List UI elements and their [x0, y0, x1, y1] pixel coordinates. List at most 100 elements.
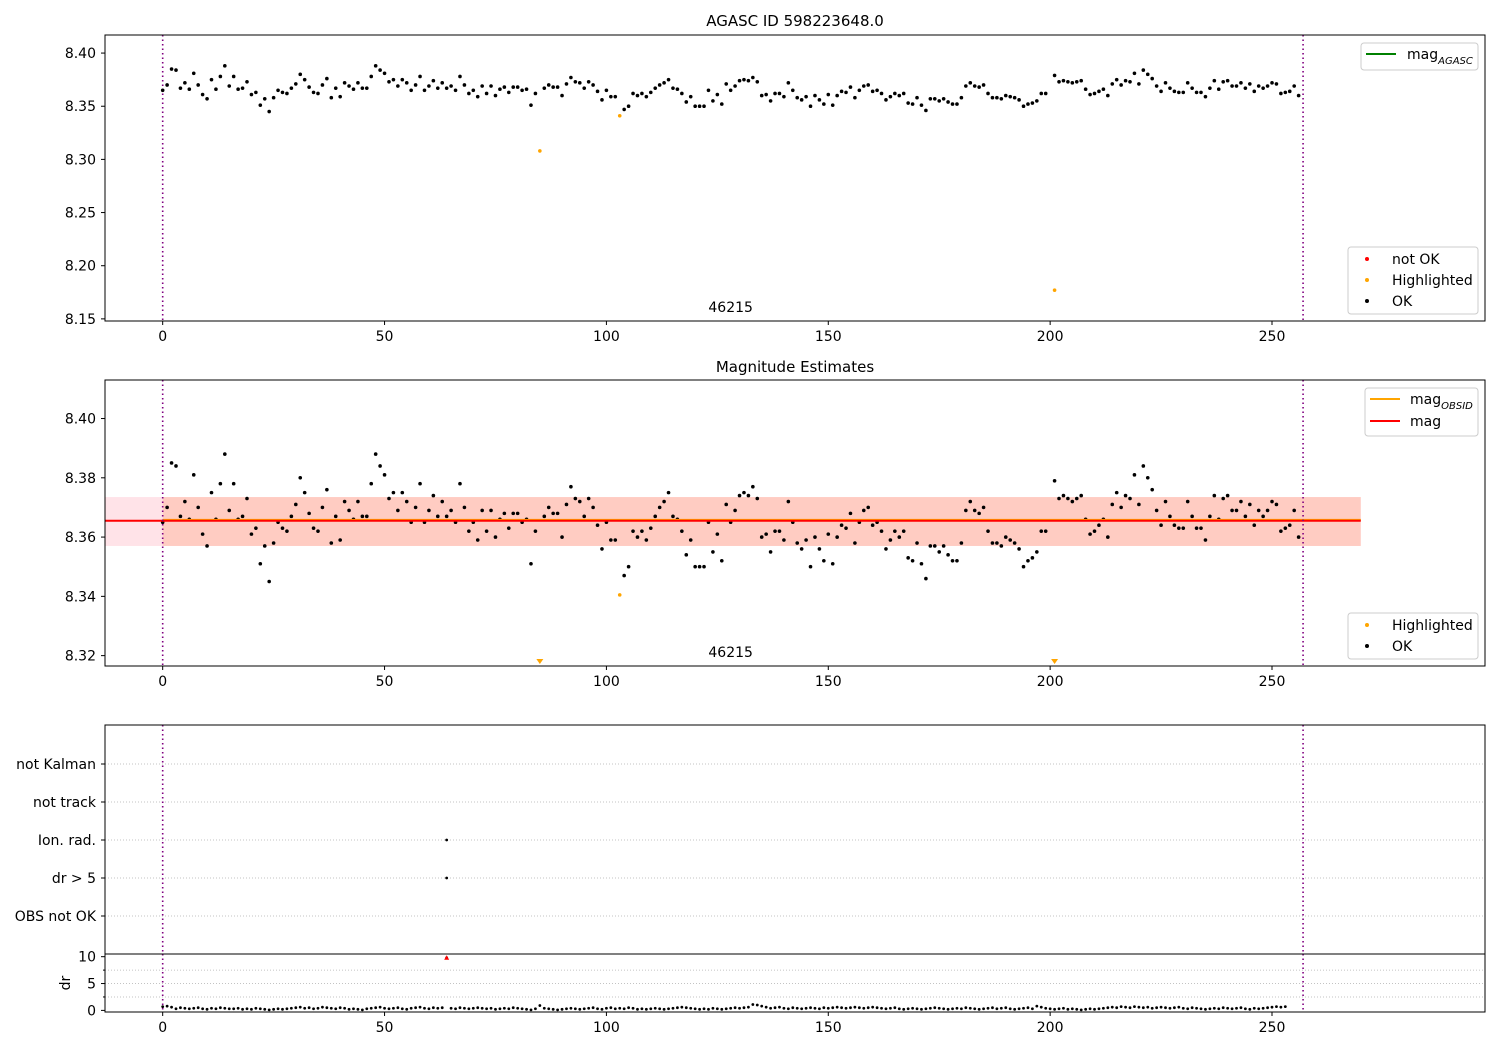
ok-point [613, 94, 618, 99]
dr-point [831, 1006, 835, 1010]
ok-point [333, 86, 338, 90]
ok-point [675, 87, 680, 92]
dr-point [1235, 1006, 1238, 1010]
obsid-annotation: 46215 [708, 300, 753, 316]
dr-point [1199, 1007, 1203, 1011]
ok-point [338, 538, 342, 542]
legend-top [1360, 42, 1479, 71]
ok-point [1203, 538, 1208, 542]
ok-point [254, 526, 258, 530]
flag-category-label: OBS not OK [15, 909, 97, 925]
dr-point [627, 1006, 631, 1010]
ok-point [906, 556, 910, 560]
dr-point [329, 1006, 333, 1010]
ok-point [1043, 91, 1048, 96]
ok-point [1159, 523, 1163, 528]
dr-point [1221, 1006, 1225, 1010]
ok-point [245, 79, 249, 84]
dr-point [312, 1007, 315, 1011]
dr-point [671, 1006, 675, 1010]
ok-point [893, 529, 897, 533]
ok-point [280, 526, 285, 530]
dr-point [241, 1007, 244, 1011]
dr-point [591, 1006, 595, 1010]
ok-point [1061, 78, 1066, 83]
ok-point [644, 94, 649, 99]
ok-point [218, 74, 223, 79]
ok-point [1092, 529, 1097, 533]
ok-point [830, 561, 835, 566]
y-tick-label: 8.25 [65, 206, 96, 222]
ok-point [1159, 89, 1163, 94]
dr-point [844, 1006, 848, 1010]
ok-point [733, 84, 737, 88]
off-scale-marker [1051, 659, 1059, 664]
ok-point [972, 84, 977, 88]
ok-point [879, 91, 884, 96]
ok-point [165, 83, 169, 87]
ok-point [551, 85, 555, 89]
dr-point [622, 1007, 626, 1011]
dr-point [392, 1006, 395, 1010]
ok-point [773, 91, 777, 96]
ok-point [196, 83, 200, 87]
ok-point [369, 481, 374, 486]
ok-point [302, 490, 307, 495]
ok-point [635, 535, 640, 539]
ok-point [1132, 71, 1137, 76]
dr-point [476, 1006, 480, 1010]
dr-point [605, 1006, 608, 1010]
ok-point [191, 71, 196, 76]
ok-point [671, 86, 675, 90]
ok-point [1154, 508, 1159, 513]
ok-point [866, 505, 871, 510]
chart-title: AGASC ID 598223648.0 [706, 12, 884, 30]
ok-point [1106, 535, 1110, 539]
x-tick-label: 0 [158, 1020, 167, 1036]
x-tick-label: 150 [815, 674, 842, 690]
dr-point [1062, 1006, 1065, 1010]
ok-point [1292, 84, 1296, 88]
ok-point [440, 81, 445, 85]
ok-point [1039, 91, 1044, 96]
agasc-panel: AGASC ID 598223648.0 46215 0 50 100 150 200 250… [65, 12, 1486, 345]
dr-point [1159, 1005, 1163, 1009]
dr-point [1279, 1005, 1283, 1009]
ok-point [276, 88, 280, 93]
dr-point [893, 1006, 897, 1010]
ok-point [715, 92, 720, 97]
ok-point [267, 109, 271, 114]
ok-point [848, 511, 853, 516]
y-tick-label: 8.38 [65, 471, 96, 487]
dr-point [578, 1007, 582, 1011]
y-tick-label: 8.34 [65, 589, 96, 605]
ok-point [640, 91, 644, 96]
ok-point [542, 86, 547, 90]
ok-point [1230, 84, 1234, 88]
dr-point [321, 1005, 324, 1009]
ok-point [1292, 508, 1296, 513]
ok-point [316, 91, 320, 96]
dr-point [489, 1006, 493, 1010]
x-tick-label: 100 [593, 674, 620, 690]
dr-point [565, 1007, 568, 1011]
dr-point [1217, 1007, 1221, 1011]
x-tick-label: 250 [1259, 329, 1286, 345]
x-tick-label: 0 [158, 329, 167, 345]
ok-point [1265, 508, 1270, 513]
ok-point [915, 95, 919, 100]
y-tick-label: 8.30 [65, 152, 96, 168]
ok-point [786, 499, 791, 504]
dr-point [1172, 1006, 1176, 1010]
dr-point [680, 1005, 684, 1009]
ok-point [240, 86, 245, 90]
dr-point [556, 1008, 560, 1012]
ok-point [546, 505, 551, 510]
dr-point [573, 1007, 577, 1011]
dr-point [760, 1004, 764, 1008]
dr-point [1257, 1007, 1261, 1011]
ok-point [582, 86, 587, 90]
ok-point [879, 529, 884, 533]
ok-point [1261, 86, 1265, 90]
ok-point [174, 464, 178, 468]
